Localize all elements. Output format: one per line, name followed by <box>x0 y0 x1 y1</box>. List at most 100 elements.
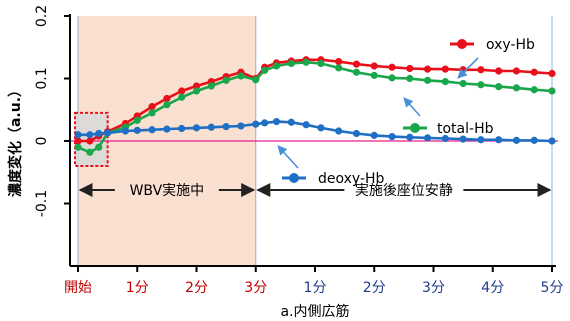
data-point-total-hb <box>272 62 281 70</box>
x-tick-label: 1分 <box>126 280 149 296</box>
data-point-total-hb <box>86 148 94 156</box>
data-point-total-hb <box>222 76 230 84</box>
data-point-deoxy-hb <box>74 131 82 139</box>
y-tick-label: 0.1 <box>34 67 50 89</box>
data-point-total-hb <box>335 64 343 72</box>
x-tick-label: 開始 <box>64 280 92 296</box>
data-point-total-hb <box>388 74 396 82</box>
data-point-oxy-hb <box>530 68 538 76</box>
phase-label-bg-0 <box>114 179 219 201</box>
data-point-total-hb <box>287 59 295 68</box>
data-point-deoxy-hb <box>104 129 112 137</box>
axes: 0.2 0.1 0 -0.1 濃度変化（a.u.） 開始 1分 2分 3分 1分 2分 3分 4分 5分 a… <box>7 5 563 320</box>
y-tick-label: 0 <box>34 137 50 146</box>
phase-label-bg-1 <box>344 179 464 201</box>
data-point-deoxy-hb <box>406 133 414 141</box>
data-point-total-hb <box>148 109 156 117</box>
data-point-deoxy-hb <box>192 124 201 132</box>
data-point-oxy-hb <box>352 60 361 68</box>
x-tick-label: 4分 <box>481 280 504 296</box>
phase-label-1: 実施後座位安静 <box>355 183 453 199</box>
data-point-deoxy-hb <box>352 129 361 138</box>
data-point-deoxy-hb <box>302 121 310 129</box>
legend-arrow-oxy-hb <box>457 57 479 79</box>
data-point-total-hb <box>423 76 432 84</box>
data-point-total-hb <box>370 71 378 79</box>
legend-label-total-hb: total-Hb <box>437 121 494 137</box>
data-point-oxy-hb <box>370 62 378 70</box>
y-axis-label: 濃度変化（a.u.） <box>7 83 24 197</box>
data-point-deoxy-hb <box>237 122 245 130</box>
y-tick-label: 0.2 <box>34 5 50 27</box>
legend-arrow-deoxy-hb <box>277 145 299 169</box>
data-point-total-hb <box>548 87 556 95</box>
data-point-oxy-hb <box>423 65 432 73</box>
data-point-deoxy-hb <box>207 123 215 131</box>
data-point-deoxy-hb <box>252 120 260 128</box>
series-layer <box>74 56 556 156</box>
legend-marker-oxy-hb <box>457 39 467 49</box>
data-point-oxy-hb <box>477 66 485 74</box>
annotations: WBV実施中 実施後座位安静 <box>78 179 552 201</box>
data-point-total-hb <box>530 86 538 94</box>
data-point-total-hb <box>192 87 201 95</box>
data-point-deoxy-hb <box>178 124 186 133</box>
data-point-total-hb <box>237 72 245 80</box>
data-point-deoxy-hb <box>477 136 485 144</box>
data-point-deoxy-hb <box>317 124 325 132</box>
data-point-deoxy-hb <box>121 127 129 135</box>
data-point-total-hb <box>163 101 171 109</box>
x-tick-label: 1分 <box>304 280 327 296</box>
data-point-total-hb <box>352 68 361 76</box>
data-point-oxy-hb <box>495 67 503 75</box>
data-point-deoxy-hb <box>441 134 449 143</box>
data-point-oxy-hb <box>335 58 343 66</box>
data-point-oxy-hb <box>512 67 521 75</box>
data-point-deoxy-hb <box>495 136 503 144</box>
data-point-deoxy-hb <box>287 118 295 126</box>
data-point-oxy-hb <box>388 63 396 71</box>
y-tick-label: -0.1 <box>34 190 50 217</box>
data-point-oxy-hb <box>163 94 171 103</box>
data-point-deoxy-hb <box>86 131 94 139</box>
legend-marker-deoxy-hb <box>289 173 299 183</box>
data-point-total-hb <box>178 93 186 101</box>
data-point-total-hb <box>252 76 260 84</box>
data-point-deoxy-hb <box>370 131 378 139</box>
data-point-total-hb <box>95 143 103 151</box>
x-tick-label: 3分 <box>244 280 267 296</box>
data-point-oxy-hb <box>86 137 94 145</box>
data-point-deoxy-hb <box>548 137 556 145</box>
data-point-deoxy-hb <box>423 134 432 142</box>
data-point-oxy-hb <box>406 64 414 73</box>
data-point-total-hb <box>459 79 467 88</box>
legend-marker-total-hb <box>410 123 420 133</box>
data-point-oxy-hb <box>441 65 449 73</box>
data-point-oxy-hb <box>548 69 556 78</box>
data-point-deoxy-hb <box>512 136 521 144</box>
x-axis-label: a.内側広筋 <box>280 303 349 320</box>
phase-label-0: WBV実施中 <box>130 183 205 199</box>
x-tick-label: 2分 <box>363 280 386 296</box>
data-point-total-hb <box>261 66 269 74</box>
data-point-total-hb <box>441 78 449 86</box>
data-point-oxy-hb <box>192 82 201 90</box>
data-point-deoxy-hb <box>148 126 156 134</box>
data-point-deoxy-hb <box>261 119 269 127</box>
data-point-deoxy-hb <box>163 125 171 133</box>
data-point-total-hb <box>317 59 325 68</box>
labels: oxy-Hb total-Hb deoxy-Hb <box>277 37 535 187</box>
data-point-deoxy-hb <box>459 135 467 143</box>
data-point-deoxy-hb <box>388 133 396 141</box>
data-point-total-hb <box>74 143 82 151</box>
data-point-deoxy-hb <box>272 118 281 126</box>
x-tick-label: 3分 <box>422 280 445 296</box>
x-tick-label: 5分 <box>541 280 564 296</box>
legend-arrow-total-hb <box>403 97 421 117</box>
data-point-oxy-hb <box>148 103 156 111</box>
legend-label-oxy-hb: oxy-Hb <box>486 37 535 53</box>
legend-label-deoxy-hb: deoxy-Hb <box>318 171 385 187</box>
data-point-deoxy-hb <box>133 126 141 134</box>
data-point-total-hb <box>512 84 521 92</box>
data-point-deoxy-hb <box>530 136 538 144</box>
